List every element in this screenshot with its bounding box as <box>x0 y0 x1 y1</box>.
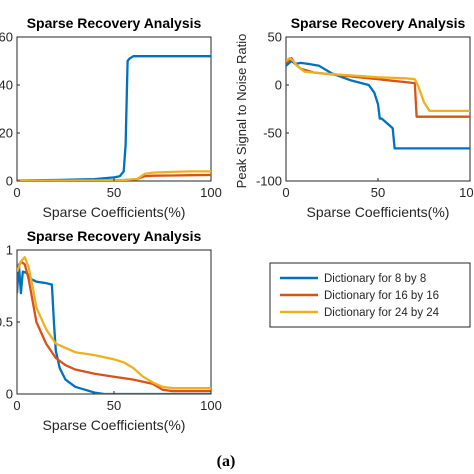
y-tick-label: 20 <box>0 126 13 141</box>
series-line-3 <box>17 170 211 181</box>
x-tick-label: 100 <box>459 185 474 200</box>
chart-panel-2: 0 50 100 -100 -50 0 50 Sparse Recovery Analysis… <box>234 15 474 220</box>
y-tick-label: 60 <box>0 30 13 45</box>
x-tick-label: 0 <box>282 185 289 200</box>
y-tick-label: 40 <box>0 78 13 93</box>
x-axis-label: Sparse Coefficients(%) <box>43 204 186 220</box>
y-tick-label: -100 <box>256 174 282 189</box>
legend-label-2: Dictionary for 16 by 16 <box>324 290 439 302</box>
y-tick-label: 1 <box>6 243 13 258</box>
legend: Dictionary for 8 by 8 Dictionary for 16 … <box>269 262 471 328</box>
x-tick-label: 50 <box>107 185 121 200</box>
plot-area <box>16 36 212 182</box>
legend-label-3: Dictionary for 24 by 24 <box>324 307 440 319</box>
x-axis-label: Sparse Coefficients(%) <box>307 204 450 220</box>
x-tick-label: 100 <box>200 398 222 413</box>
series-line-1 <box>286 59 470 150</box>
series-line-2 <box>17 260 211 393</box>
legend-label-1: Dictionary for 8 by 8 <box>324 273 426 285</box>
series-line-3 <box>286 56 470 113</box>
chart-panel-1: 0 50 100 0 20 40 60 Sparse Recovery Analysis Spa… <box>0 15 222 220</box>
y-tick-label: 0 <box>6 387 13 402</box>
chart-panel-3: 0 50 100 0 0.5 1 Sparse Recovery Analysis Spars… <box>0 228 222 433</box>
y-tick-label: 0 <box>275 78 282 93</box>
y-tick-label: -50 <box>263 126 282 141</box>
series-line-1 <box>17 55 211 181</box>
x-axis-label: Sparse Coefficients(%) <box>43 417 186 433</box>
chart-title: Sparse Recovery Analysis <box>27 15 202 31</box>
x-tick-label: 0 <box>13 398 20 413</box>
x-tick-label: 50 <box>371 185 385 200</box>
x-tick-label: 100 <box>200 185 222 200</box>
chart-title: Sparse Recovery Analysis <box>27 228 202 244</box>
plot-area <box>16 249 212 395</box>
series-line-3 <box>17 256 211 390</box>
y-axis-label: Peak Signal to Noise Ratio <box>234 34 249 189</box>
y-tick-label: 0.5 <box>0 315 13 330</box>
x-tick-label: 0 <box>13 185 20 200</box>
chart-title: Sparse Recovery Analysis <box>291 15 466 31</box>
y-tick-label: 0 <box>6 174 13 189</box>
x-tick-label: 50 <box>107 398 121 413</box>
series-line-1 <box>17 263 211 394</box>
figure-caption: (a) <box>217 453 236 470</box>
y-tick-label: 50 <box>268 30 282 45</box>
